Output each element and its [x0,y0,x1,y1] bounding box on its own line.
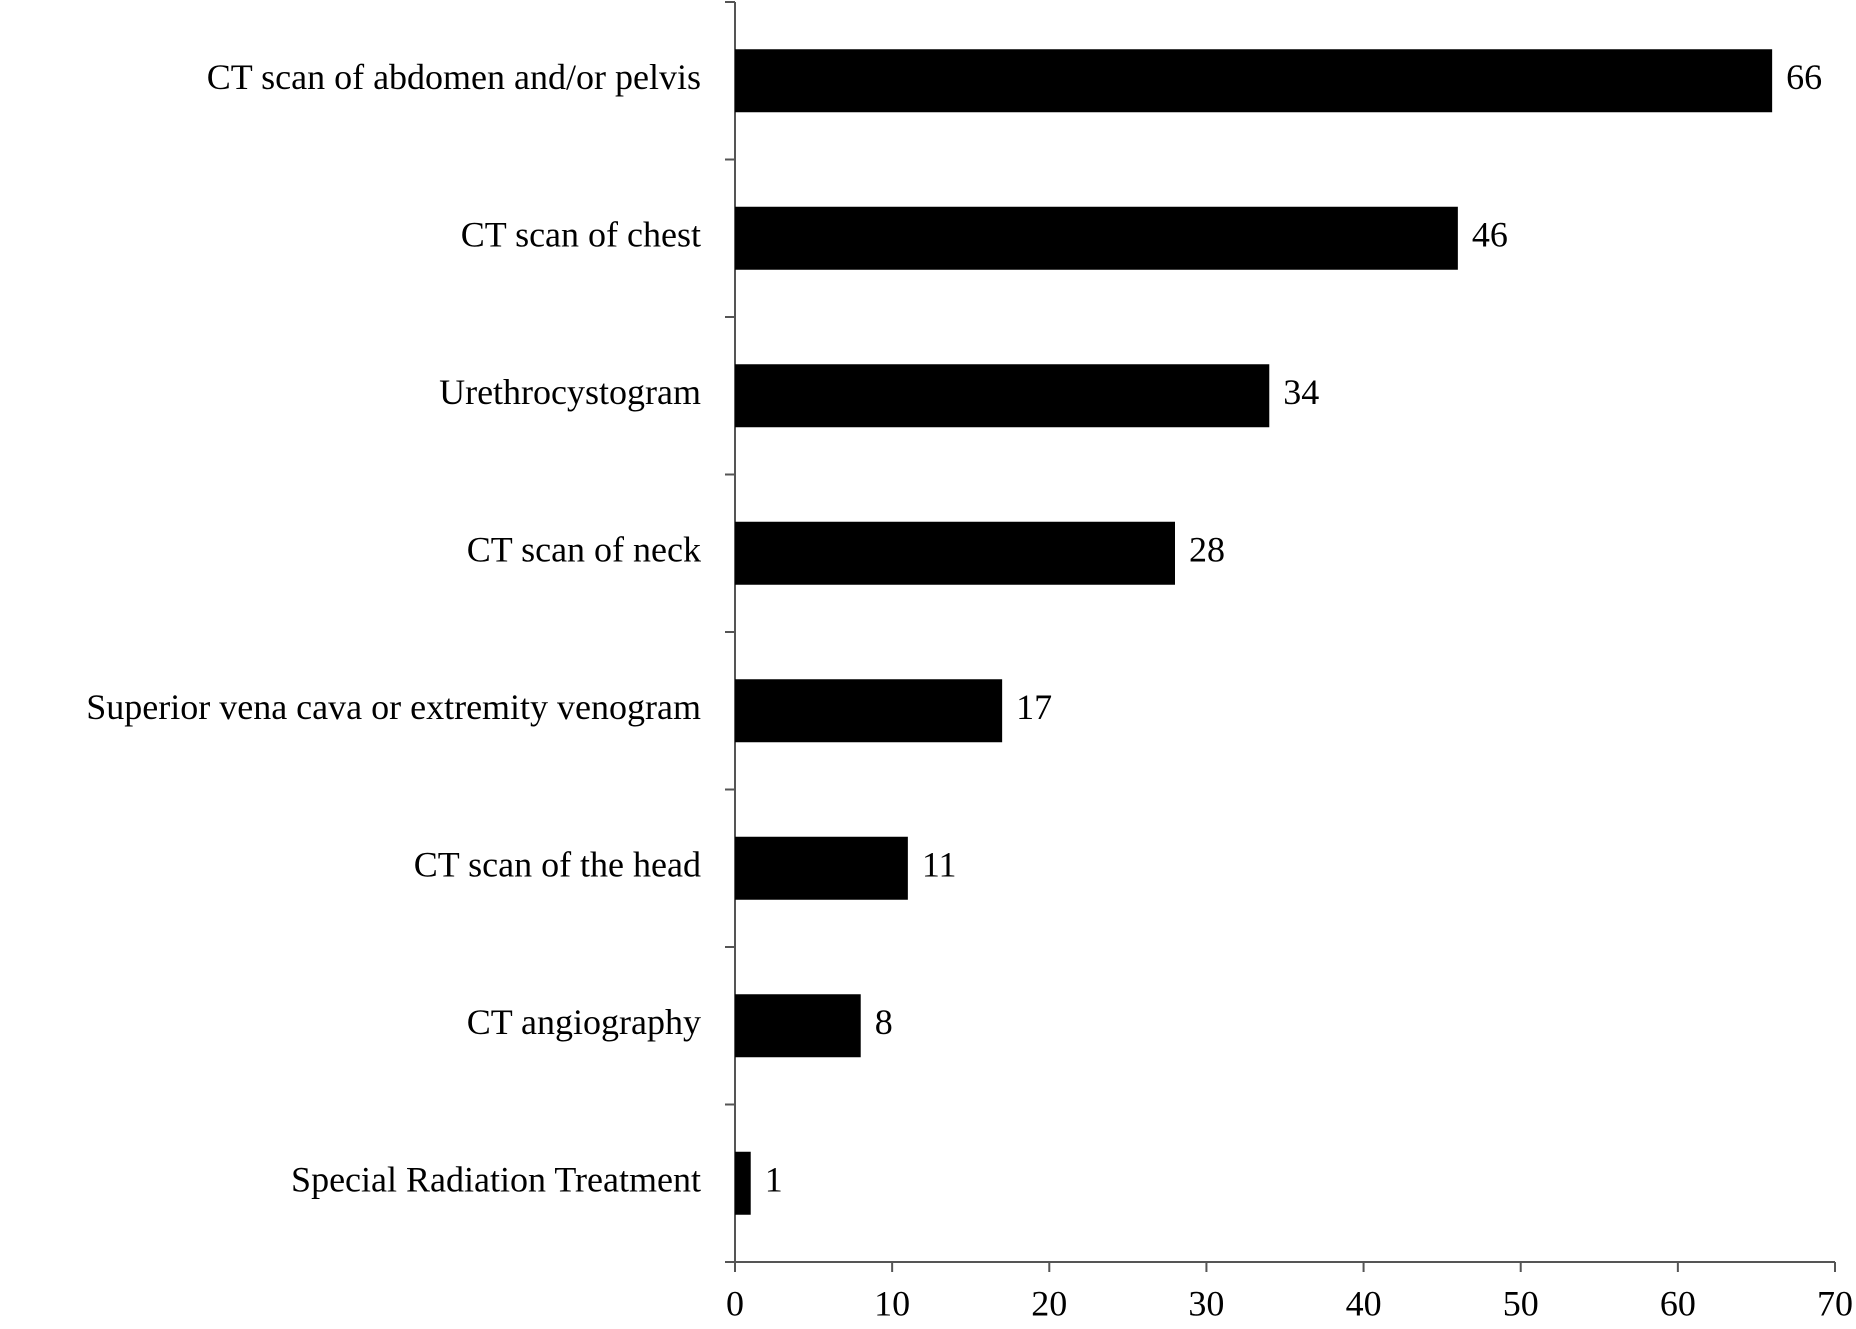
x-tick-label: 40 [1346,1283,1382,1323]
x-tick-label: 10 [874,1283,910,1323]
value-label: 46 [1472,215,1508,255]
y-tick-label: Special Radiation Treatment [291,1160,701,1200]
value-label: 34 [1283,372,1319,412]
y-tick-label: CT scan of neck [467,530,701,570]
y-tick-label: CT scan of chest [461,215,701,255]
bar [735,521,1175,585]
bar [735,364,1270,428]
bar [735,1151,751,1215]
x-tick-label: 60 [1660,1283,1696,1323]
value-label: 17 [1016,687,1052,727]
bar [735,994,861,1058]
bar [735,49,1773,113]
y-tick-label: CT scan of abdomen and/or pelvis [207,57,701,97]
value-label: 8 [875,1002,893,1042]
x-tick-label: 30 [1188,1283,1224,1323]
bar [735,679,1003,743]
value-label: 66 [1786,57,1822,97]
bar [735,206,1458,270]
y-tick-label: CT angiography [467,1002,701,1042]
x-tick-label: 0 [726,1283,744,1323]
bar [735,836,908,900]
x-tick-label: 70 [1817,1283,1853,1323]
value-label: 28 [1189,530,1225,570]
x-tick-label: 50 [1503,1283,1539,1323]
x-tick-label: 20 [1031,1283,1067,1323]
y-tick-label: Urethrocystogram [439,372,701,412]
y-tick-label: Superior vena cava or extremity venogram [86,687,701,727]
value-label: 11 [922,845,957,885]
value-label: 1 [765,1160,783,1200]
y-tick-label: CT scan of the head [414,845,701,885]
